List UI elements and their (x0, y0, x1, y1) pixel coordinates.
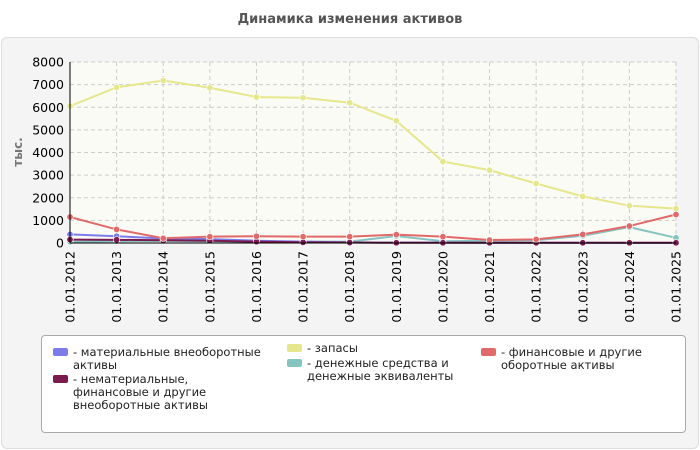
series-line (69, 213, 677, 242)
chart-title: Динамика изменения активов (237, 12, 463, 27)
legend-swatch-intangible-assets (53, 375, 68, 383)
legend-label-inventory: - запасы (307, 341, 358, 355)
data-point (439, 158, 447, 166)
data-point (346, 233, 354, 241)
x-tick-label: 01.01.2023 (575, 251, 590, 323)
legend-swatch-tangible-assets (53, 348, 68, 356)
legend-swatch-financial-assets (481, 348, 496, 356)
legend-swatch-cash (287, 359, 302, 367)
data-point (392, 117, 400, 125)
x-tick-label: 01.01.2021 (482, 251, 497, 323)
data-point (346, 99, 354, 107)
y-tick-label: 6000 (32, 100, 64, 115)
data-point (532, 235, 540, 243)
legend-label-cash: - денежные средства и денежные эквивален… (307, 356, 454, 383)
y-tick-label: 8000 (32, 55, 64, 70)
x-tick-label: 01.01.2017 (296, 251, 311, 323)
y-tick-label: 1000 (32, 213, 64, 228)
legend-label-intangible-assets: - нематериальные, финансовые и другие вн… (73, 372, 208, 412)
data-point (486, 166, 494, 174)
legend-label-tangible-assets: - материальные внеоборотные активы (73, 345, 261, 372)
x-tick-label: 01.01.2013 (109, 251, 124, 323)
data-point (625, 222, 633, 230)
data-point (486, 236, 494, 244)
data-point (206, 233, 214, 241)
x-tick-label: 01.01.2024 (622, 251, 637, 323)
x-tick-label: 01.01.2018 (342, 251, 357, 323)
data-point (299, 94, 307, 102)
data-point (252, 93, 260, 101)
data-point (625, 202, 633, 210)
x-tick-label: 01.01.2015 (202, 251, 217, 323)
legend: - материальные внеоборотные активы - нем… (41, 335, 686, 433)
legend-label-financial-assets: - финансовые и другие оборотные активы (501, 345, 642, 372)
data-point (113, 236, 121, 244)
data-point (299, 233, 307, 241)
y-tick-label: 5000 (32, 122, 64, 137)
x-tick-label: 01.01.2014 (156, 251, 171, 323)
x-tick-label: 01.01.2025 (669, 251, 684, 323)
data-point (252, 232, 260, 240)
series-line (69, 79, 677, 210)
data-point (113, 225, 121, 233)
data-point (159, 234, 167, 242)
data-point (532, 179, 540, 187)
data-point (579, 192, 587, 200)
y-tick-label: 3000 (32, 168, 64, 183)
data-point (672, 210, 680, 218)
x-tick-label: 01.01.2016 (249, 251, 264, 323)
y-tick-label: 0 (56, 236, 64, 251)
data-point (206, 84, 214, 92)
x-tick-label: 01.01.2012 (63, 251, 78, 323)
y-tick-label: 4000 (32, 145, 64, 160)
data-point (113, 83, 121, 91)
x-tick-label: 01.01.2020 (435, 251, 450, 323)
x-tick-label: 01.01.2019 (389, 251, 404, 323)
legend-swatch-inventory (287, 344, 302, 352)
data-point (579, 230, 587, 238)
y-tick-label: 7000 (32, 77, 64, 92)
data-point (672, 205, 680, 213)
data-point (439, 233, 447, 241)
data-point (159, 77, 167, 85)
y-axis-label: тыс. (11, 137, 25, 166)
x-tick-label: 01.01.2022 (529, 251, 544, 323)
y-tick-label: 2000 (32, 190, 64, 205)
data-point (392, 231, 400, 239)
